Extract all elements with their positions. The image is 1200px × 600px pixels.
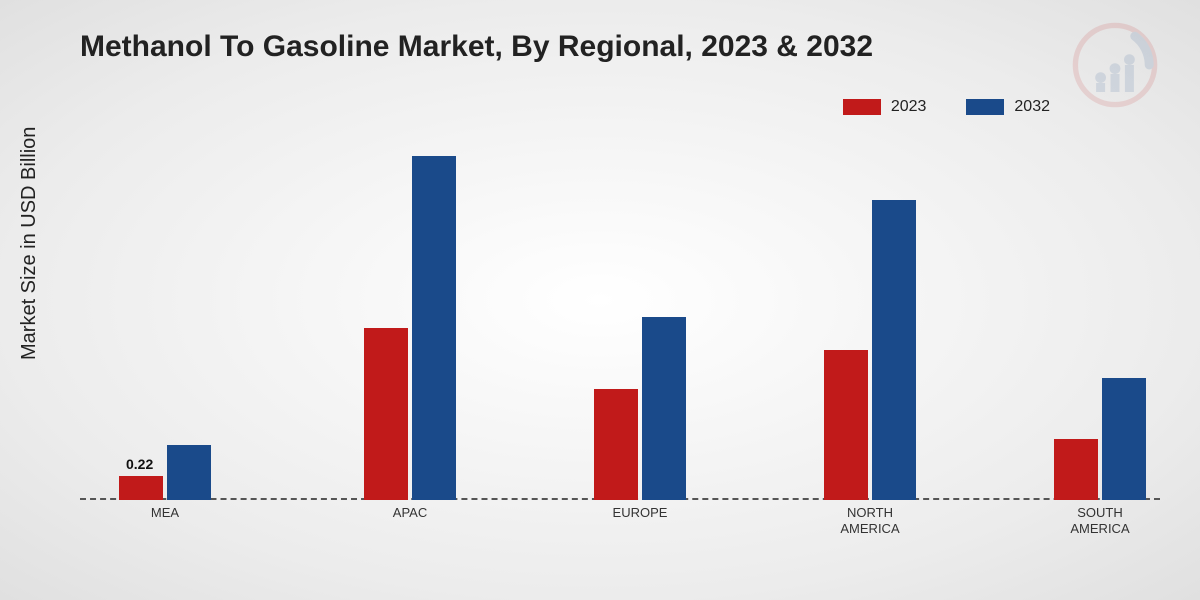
bar-value-label: 0.22 bbox=[126, 456, 153, 472]
bar bbox=[167, 445, 211, 500]
bar bbox=[1102, 378, 1146, 500]
bar bbox=[119, 476, 163, 500]
bar bbox=[594, 389, 638, 500]
plot-area: 0.22 bbox=[80, 145, 1160, 500]
bar-group bbox=[824, 200, 916, 500]
bar bbox=[364, 328, 408, 500]
bar-group bbox=[364, 156, 456, 500]
bar-group bbox=[1054, 378, 1146, 500]
bar-group bbox=[119, 445, 211, 500]
bar-group bbox=[594, 317, 686, 500]
legend-label-2032: 2032 bbox=[1014, 98, 1050, 116]
x-axis-labels: MEA APAC EUROPE NORTH AMERICA SOUTH AMERICA bbox=[80, 505, 1160, 545]
y-axis-label: Market Size in USD Billion bbox=[18, 127, 41, 360]
x-axis-label: APAC bbox=[393, 505, 427, 521]
x-axis-label: NORTH AMERICA bbox=[840, 505, 899, 536]
bar bbox=[1054, 439, 1098, 500]
legend-label-2023: 2023 bbox=[891, 98, 927, 116]
legend-swatch-2032 bbox=[966, 99, 1004, 115]
legend-swatch-2023 bbox=[843, 99, 881, 115]
legend-item-2023: 2023 bbox=[843, 98, 927, 116]
legend: 2023 2032 bbox=[843, 98, 1050, 116]
watermark-logo-icon bbox=[1070, 20, 1160, 110]
x-axis-label: EUROPE bbox=[613, 505, 668, 521]
x-axis-label: MEA bbox=[151, 505, 179, 521]
legend-item-2032: 2032 bbox=[966, 98, 1050, 116]
bar bbox=[872, 200, 916, 500]
chart-title: Methanol To Gasoline Market, By Regional… bbox=[80, 30, 873, 64]
bar bbox=[412, 156, 456, 500]
x-axis-label: SOUTH AMERICA bbox=[1070, 505, 1129, 536]
bar bbox=[824, 350, 868, 500]
bar bbox=[642, 317, 686, 500]
